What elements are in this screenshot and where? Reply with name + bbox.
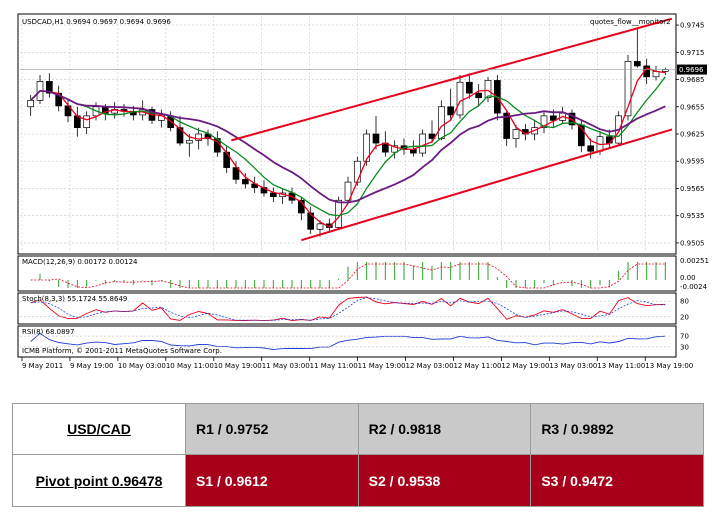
candle-body	[27, 100, 35, 108]
time-tick-label: 12 May 11:00	[453, 362, 501, 370]
macd-tick-label: 0.00251	[680, 257, 709, 265]
price-axis: 0.9745 0.9715 0.9685 0.9655 0.9625 0.9595 0.95…	[20, 22, 707, 247]
indicator-panels: 0.00251 0.00-0.0024 80 20 70 30	[20, 257, 709, 351]
price-tick-label: 0.9745	[680, 22, 705, 30]
time-tick-label: 10 May 19:00	[214, 362, 262, 370]
time-tick-label: 11 May 03:00	[262, 362, 310, 370]
s2-cell: S2 / 0.9538	[357, 454, 532, 507]
price-tick-label: 0.9685	[680, 76, 705, 84]
rsi-panel-frame	[17, 325, 677, 358]
candle-body	[633, 61, 641, 67]
price-tick-label: 0.9715	[680, 49, 705, 57]
candle-body	[624, 61, 632, 117]
ma-slow-line	[30, 89, 666, 204]
time-tick-label: 12 May 03:00	[406, 362, 454, 370]
time-tick-label: 9 May 19:00	[70, 362, 114, 370]
macd-label: MACD(12,26,9) 0.00172 0.00124	[22, 258, 138, 266]
r1-cell: R1 / 0.9752	[185, 403, 359, 455]
r2-cell: R2 / 0.9818	[357, 403, 532, 455]
macd-tick-label: 0.00	[680, 274, 696, 282]
candle-body	[363, 133, 371, 162]
candle-body	[307, 212, 315, 230]
rsi-label: RSI(8) 68.0897	[22, 328, 74, 336]
current-price-box	[677, 64, 707, 75]
candle-body	[223, 151, 231, 168]
rsi-line	[30, 332, 666, 351]
s1-cell: S1 / 0.9612	[185, 454, 359, 507]
candle-body	[447, 106, 455, 116]
symbol-header: USDCAD,H1 0.9694 0.9697 0.9694 0.9696	[22, 18, 171, 26]
ma-mid-line	[30, 76, 666, 217]
candle-body	[456, 81, 464, 116]
candle-body	[419, 133, 427, 154]
candle-body	[185, 140, 193, 144]
price-tick-label: 0.9655	[680, 103, 705, 111]
candle-body	[465, 81, 473, 94]
time-tick-label: 11 May 11:00	[310, 362, 358, 370]
candle-body	[549, 115, 557, 121]
price-tick-label: 0.9595	[680, 158, 705, 166]
moving-averages	[30, 67, 666, 228]
candle-body	[45, 81, 53, 94]
stoch-main-line	[30, 296, 666, 322]
macd-signal-line	[30, 263, 666, 289]
stoch-tick-label: 80	[680, 298, 689, 306]
time-tick-label: 12 May 19:00	[501, 362, 549, 370]
candle-body	[372, 133, 380, 144]
trend-channel	[231, 17, 673, 242]
rsi-tick-label: 30	[680, 343, 689, 351]
current-price-label: 0.9696	[679, 66, 704, 74]
candle-body	[269, 192, 277, 197]
candle-body	[204, 133, 212, 139]
macd-tick-label: -0.0024	[680, 283, 708, 291]
time-tick-label: 11 May 19:00	[358, 362, 406, 370]
time-tick-label: 13 May 19:00	[645, 362, 693, 370]
rsi-tick-label: 70	[680, 333, 689, 341]
pivot-table: USD/CAD R1 / 0.9752 R2 / 0.9818 R3 / 0.9…	[12, 403, 704, 507]
chart-grid	[20, 16, 672, 252]
pair-label: USD/CAD	[12, 403, 186, 455]
copyright-text: ICMB Platform, © 2001-2011 MetaQuotes So…	[22, 347, 222, 355]
candle-body	[195, 133, 203, 141]
candle-body	[241, 179, 249, 185]
time-tick-label: 10 May 03:00	[118, 362, 166, 370]
channel-upper-line	[231, 17, 673, 142]
time-tick-label: 13 May 03:00	[549, 362, 597, 370]
candle-body	[605, 136, 613, 144]
stoch-signal-line	[30, 297, 666, 321]
s3-cell: S3 / 0.9472	[530, 454, 704, 507]
time-tick-label: 9 May 2011	[22, 362, 63, 370]
price-tick-label: 0.9625	[680, 131, 705, 139]
candle-body	[176, 127, 184, 144]
price-tick-label: 0.9535	[680, 212, 705, 220]
main-panel-frame	[17, 13, 677, 255]
candle-body	[344, 181, 352, 201]
channel-lower-line	[301, 128, 673, 242]
r3-cell: R3 / 0.9892	[530, 403, 704, 455]
stoch-tick-label: 20	[680, 313, 689, 321]
candle-body	[475, 92, 483, 99]
candle-body	[512, 129, 520, 139]
macd-panel-frame	[17, 255, 677, 292]
indicator-label: quotes_flow__monitor2	[590, 18, 671, 26]
candle-body	[391, 145, 399, 153]
price-tick-label: 0.9565	[680, 185, 705, 193]
pivot-point-label: Pivot point 0.96478	[12, 454, 186, 507]
stoch-label: Stoch(8,3,3) 55.1724 55.8649	[22, 295, 127, 303]
time-axis: 9 May 2011 9 May 19:00 10 May 03:00 10 May …	[21, 357, 693, 370]
time-tick-label: 13 May 11:00	[597, 362, 645, 370]
price-tick-label: 0.9505	[680, 239, 705, 247]
stoch-panel-frame	[17, 292, 677, 325]
candle-body	[83, 115, 91, 128]
candle-body	[316, 223, 324, 230]
candle-body	[540, 115, 548, 128]
candle-body	[353, 160, 361, 183]
time-tick-label: 10 May 11:00	[166, 362, 214, 370]
candle-body	[503, 112, 511, 139]
candle-body	[484, 80, 492, 99]
candle-body	[437, 106, 445, 139]
candle-body	[232, 167, 240, 180]
candle-body	[587, 145, 595, 152]
